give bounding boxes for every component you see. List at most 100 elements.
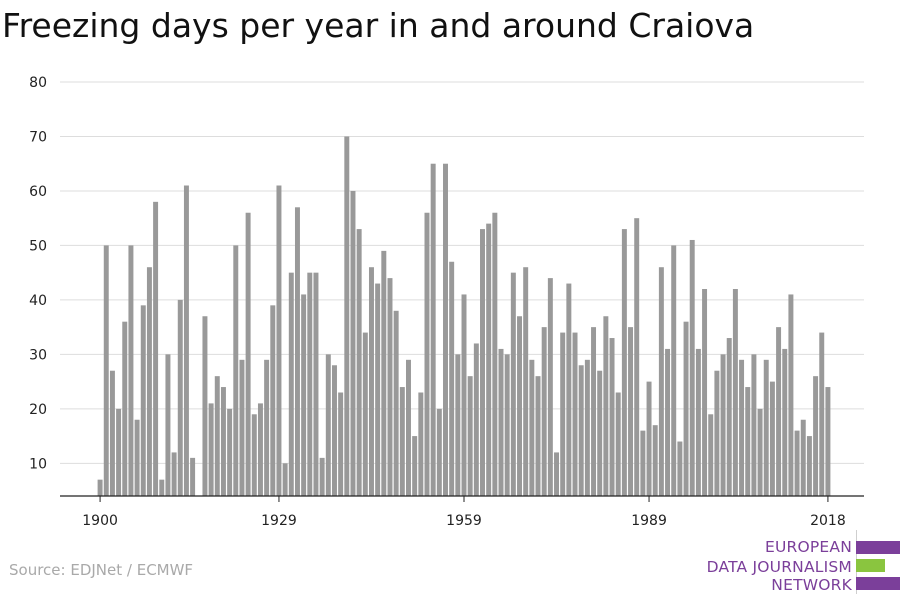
bar bbox=[757, 408, 763, 496]
bar bbox=[288, 272, 294, 496]
bar bbox=[498, 348, 504, 496]
bar bbox=[720, 354, 726, 496]
bar bbox=[609, 338, 615, 496]
bar bbox=[190, 457, 196, 496]
bar bbox=[282, 463, 288, 496]
bar bbox=[313, 272, 319, 496]
bars bbox=[97, 136, 831, 497]
bar bbox=[695, 348, 701, 496]
bar bbox=[597, 370, 603, 496]
bar bbox=[461, 294, 467, 496]
y-tick-label: 10 bbox=[29, 456, 47, 472]
bar bbox=[714, 370, 720, 496]
bar bbox=[467, 376, 473, 496]
bar bbox=[344, 136, 350, 496]
logo-bar-purple-top bbox=[856, 541, 900, 554]
bar bbox=[177, 299, 183, 496]
bar bbox=[319, 457, 325, 496]
bar bbox=[683, 321, 689, 496]
bar bbox=[726, 338, 732, 496]
bar bbox=[547, 278, 553, 496]
logo-bar-green bbox=[856, 559, 885, 572]
bar bbox=[455, 354, 461, 496]
bar bbox=[116, 408, 122, 496]
bar bbox=[739, 359, 745, 496]
bar bbox=[270, 305, 276, 496]
bar bbox=[449, 261, 455, 496]
bar bbox=[103, 245, 109, 496]
bar bbox=[566, 283, 572, 496]
bar bbox=[257, 403, 263, 496]
bar bbox=[529, 359, 535, 496]
bar bbox=[338, 392, 344, 496]
y-tick-label: 40 bbox=[29, 293, 47, 309]
bar bbox=[412, 436, 418, 496]
bar bbox=[294, 207, 300, 497]
bar bbox=[628, 327, 634, 496]
edjnet-logo: EUROPEAN DATA JOURNALISM NETWORK bbox=[700, 530, 900, 600]
bar bbox=[239, 359, 245, 496]
bar bbox=[406, 359, 411, 496]
bar bbox=[819, 332, 825, 496]
y-tick-label: 80 bbox=[29, 75, 47, 91]
bar bbox=[646, 381, 652, 496]
bar bbox=[424, 212, 430, 497]
bar bbox=[732, 289, 738, 496]
x-tick-label: 2018 bbox=[810, 513, 846, 529]
bar bbox=[325, 354, 331, 496]
bar bbox=[813, 376, 819, 496]
bar bbox=[510, 272, 516, 496]
bar bbox=[825, 387, 831, 496]
bar bbox=[702, 289, 708, 496]
bar bbox=[745, 387, 751, 496]
y-tick-label: 20 bbox=[29, 402, 47, 418]
bar bbox=[128, 245, 134, 496]
bar bbox=[640, 430, 646, 496]
bar bbox=[480, 229, 485, 496]
bar bbox=[541, 327, 547, 496]
source-note: Source: EDJNet / ECMWF bbox=[9, 561, 194, 579]
bar bbox=[368, 267, 374, 496]
bar bbox=[436, 408, 442, 496]
bar bbox=[517, 316, 522, 496]
bar bbox=[276, 185, 282, 496]
logo-bar-purple-bottom bbox=[856, 577, 900, 590]
bar bbox=[214, 376, 220, 496]
bar bbox=[603, 316, 609, 496]
bar bbox=[652, 425, 658, 496]
bar bbox=[264, 359, 270, 496]
bar bbox=[140, 305, 146, 496]
bar bbox=[245, 212, 251, 497]
bar bbox=[677, 441, 683, 496]
bar bbox=[621, 229, 627, 496]
bar bbox=[769, 381, 775, 496]
bar bbox=[227, 408, 233, 496]
bar bbox=[665, 348, 671, 496]
chart-title: Freezing days per year in and around Cra… bbox=[2, 6, 755, 45]
y-tick-label: 50 bbox=[29, 238, 47, 254]
x-tick-label: 1900 bbox=[82, 513, 118, 529]
bar bbox=[776, 327, 782, 496]
bar bbox=[153, 201, 159, 496]
bar bbox=[671, 245, 677, 496]
bar bbox=[535, 376, 541, 496]
bar bbox=[615, 392, 621, 496]
bar bbox=[634, 218, 640, 496]
bar bbox=[418, 392, 424, 496]
bar bbox=[109, 370, 115, 496]
bar bbox=[800, 419, 806, 496]
bar bbox=[473, 343, 479, 496]
bar bbox=[486, 223, 492, 496]
bar bbox=[134, 419, 140, 496]
bar bbox=[171, 452, 177, 496]
bar bbox=[208, 403, 214, 496]
bar bbox=[356, 229, 362, 496]
bar bbox=[183, 185, 189, 496]
x-tick-label: 1989 bbox=[631, 513, 667, 529]
bar bbox=[492, 212, 498, 497]
x-axis-labels: 1900 1929 1959 1989 2018 bbox=[82, 496, 846, 529]
bar bbox=[301, 294, 307, 496]
bar bbox=[97, 479, 103, 496]
bar bbox=[689, 239, 695, 496]
